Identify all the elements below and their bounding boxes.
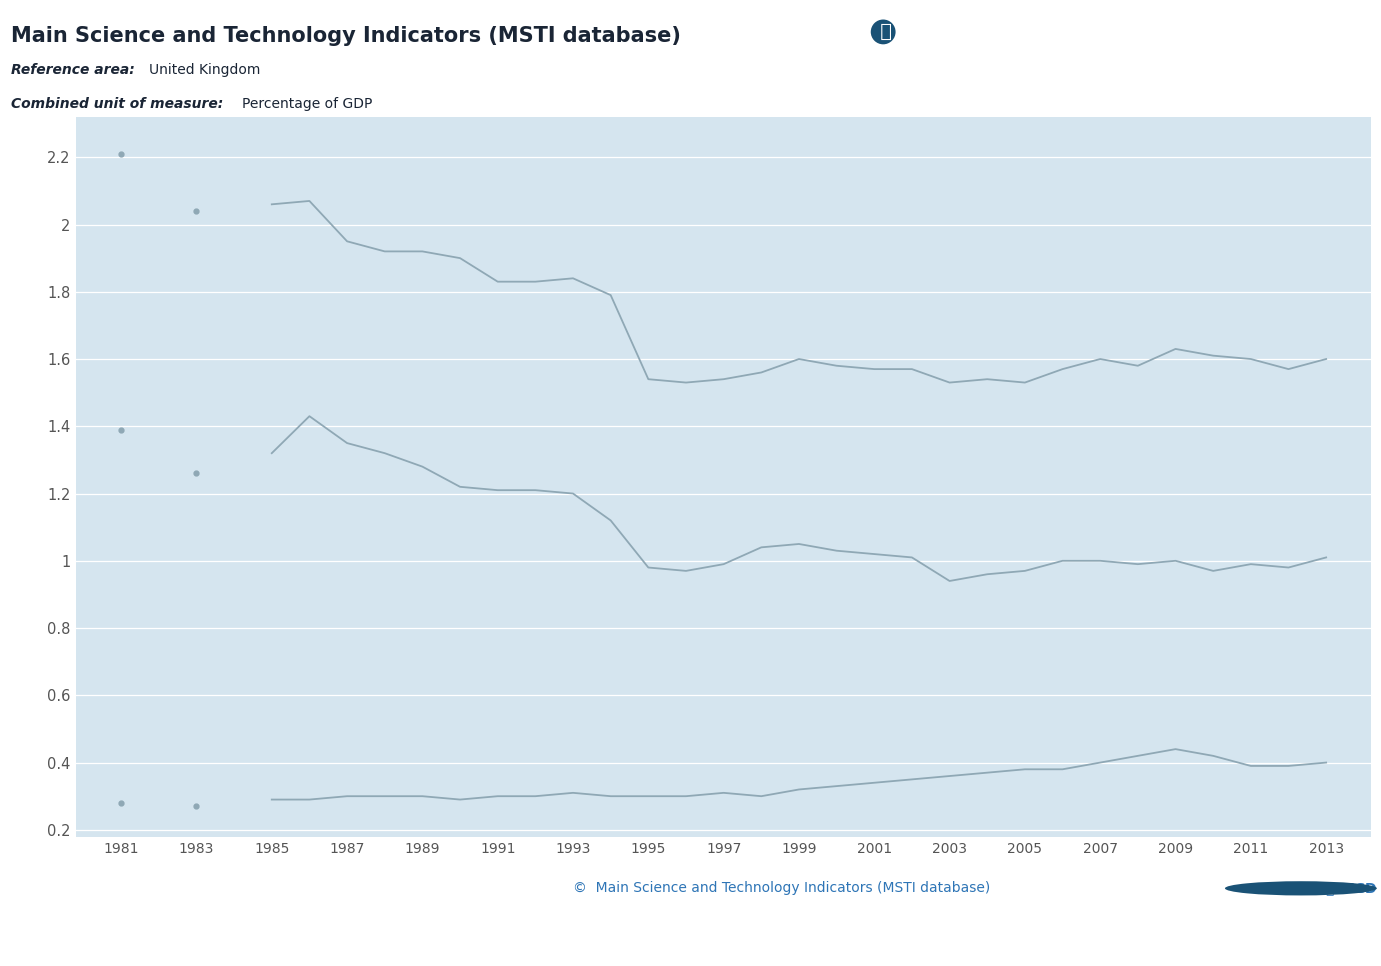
Text: Percentage of GDP: Percentage of GDP bbox=[242, 97, 371, 111]
Text: Combined unit of measure:: Combined unit of measure: bbox=[11, 97, 228, 111]
Text: ©  Main Science and Technology Indicators (MSTI database): © Main Science and Technology Indicators… bbox=[573, 881, 990, 895]
Text: ⓘ: ⓘ bbox=[874, 22, 892, 42]
Circle shape bbox=[1225, 881, 1377, 895]
Text: Main Science and Technology Indicators (MSTI database): Main Science and Technology Indicators (… bbox=[11, 26, 681, 45]
Text: 》OECD: 》OECD bbox=[1326, 881, 1377, 895]
Text: Reference area:: Reference area: bbox=[11, 63, 139, 77]
Text: United Kingdom: United Kingdom bbox=[149, 63, 261, 77]
